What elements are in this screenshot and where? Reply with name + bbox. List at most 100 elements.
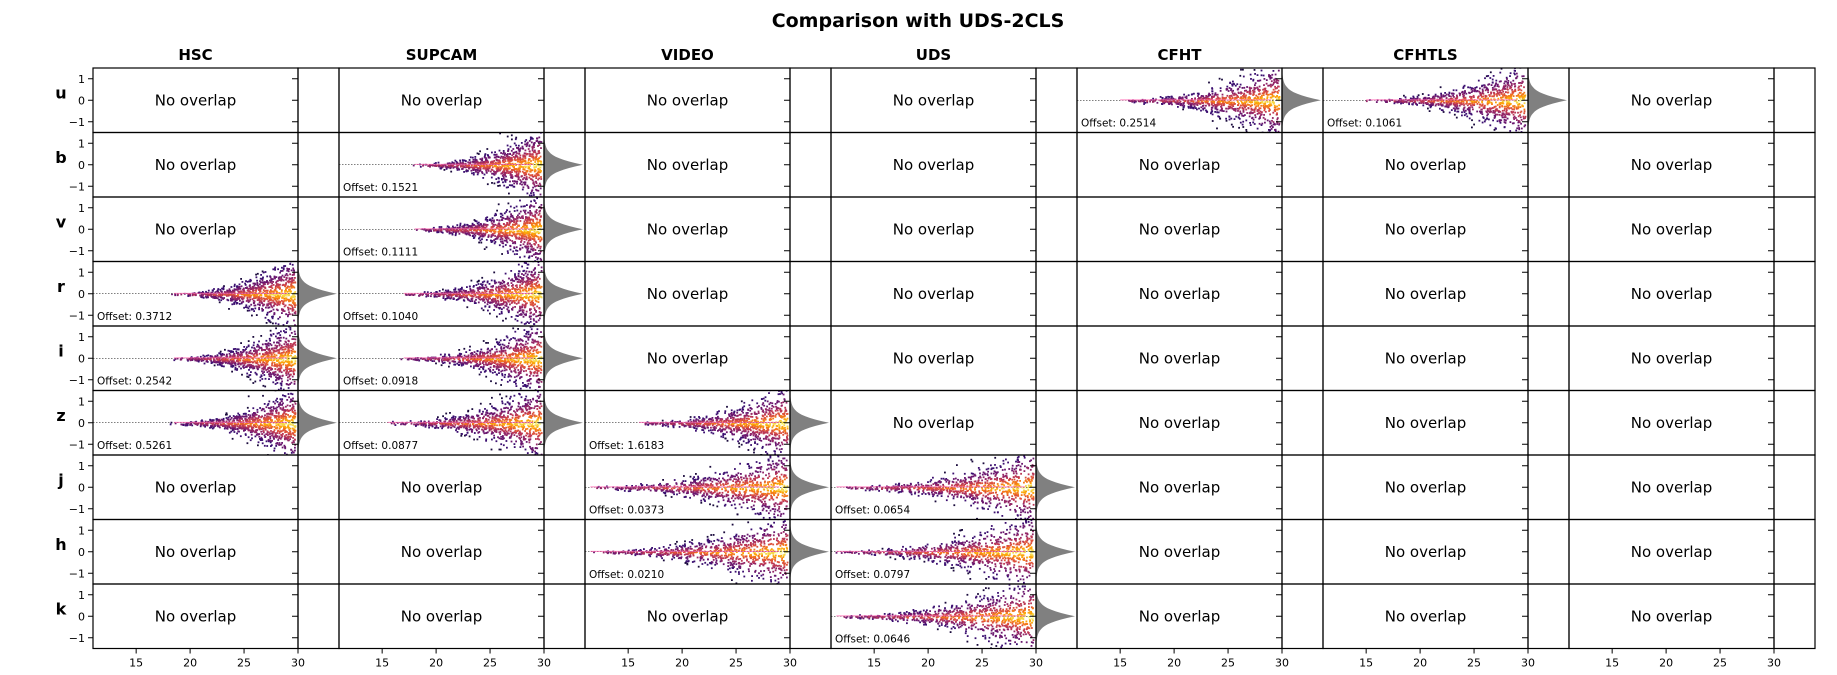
scatter-point: [515, 220, 518, 222]
scatter-point: [1518, 127, 1520, 129]
scatter-point: [1262, 94, 1265, 96]
scatter-point: [1205, 95, 1208, 97]
scatter-point: [540, 164, 543, 167]
scatter-point: [1510, 94, 1513, 96]
scatter-point: [443, 169, 446, 171]
scatter-point: [491, 166, 494, 169]
scatter-point: [283, 299, 286, 302]
y-tick-label: 0: [78, 223, 85, 236]
scatter-point: [508, 219, 511, 222]
scatter-point: [1238, 86, 1241, 88]
scatter-point: [528, 231, 531, 234]
scatter-point: [531, 299, 534, 302]
scatter-point: [1272, 95, 1275, 97]
scatter-point: [516, 156, 519, 159]
scatter-point: [276, 301, 278, 303]
scatter-point: [522, 178, 524, 181]
scatter-point: [489, 229, 492, 232]
scatter-point: [288, 294, 290, 296]
scatter-point: [1522, 117, 1525, 120]
scatter-point: [242, 300, 245, 303]
scatter-point: [283, 297, 286, 300]
scatter-point: [199, 294, 201, 297]
scatter-point: [1412, 101, 1415, 104]
scatter-point: [430, 230, 433, 232]
scatter-point: [477, 221, 480, 224]
scatter-point: [1277, 69, 1280, 72]
scatter-point: [275, 280, 278, 283]
scatter-point: [511, 235, 514, 237]
scatter-point: [1228, 103, 1231, 106]
scatter-point: [540, 204, 543, 206]
scatter-point: [509, 160, 511, 162]
scatter-point: [535, 231, 538, 234]
scatter-point: [537, 168, 540, 170]
scatter-point: [532, 313, 535, 316]
scatter-point: [219, 294, 221, 296]
scatter-point: [526, 232, 528, 235]
scatter-point: [273, 276, 276, 279]
scatter-point: [474, 159, 477, 162]
panel-u-uds: No overlap: [830, 67, 1078, 134]
scatter-point: [1251, 89, 1254, 92]
scatter-point: [1503, 109, 1506, 112]
scatter-point: [249, 286, 252, 289]
scatter-point: [528, 255, 531, 258]
scatter-point: [279, 288, 281, 290]
scatter-point: [512, 156, 515, 158]
scatter-point: [533, 200, 536, 202]
scatter-point: [502, 306, 505, 309]
scatter-point: [1269, 93, 1272, 96]
scatter-point: [1473, 100, 1476, 103]
scatter-point: [1245, 119, 1248, 122]
scatter-point: [1257, 96, 1259, 99]
scatter-point: [1505, 80, 1508, 83]
scatter-point: [539, 224, 542, 227]
scatter-point: [1426, 102, 1429, 104]
scatter-point: [209, 294, 212, 297]
scatter-point: [489, 293, 491, 296]
no-overlap-label: No overlap: [1631, 156, 1713, 174]
scatter-point: [1232, 92, 1234, 95]
scatter-point: [516, 249, 519, 252]
scatter-point: [483, 173, 486, 176]
scatter-point: [477, 226, 480, 229]
scatter-point: [1494, 88, 1496, 91]
scatter-point: [442, 165, 445, 168]
scatter-point: [1434, 95, 1437, 97]
scatter-point: [1425, 102, 1427, 105]
scatter-point: [1170, 102, 1172, 104]
scatter-point: [479, 232, 481, 235]
scatter-point: [510, 279, 512, 282]
scatter-point: [1462, 98, 1465, 101]
scatter-point: [454, 231, 456, 233]
scatter-point: [1187, 105, 1190, 108]
scatter-point: [232, 290, 235, 293]
scatter-point: [507, 160, 510, 162]
scatter-point: [1264, 118, 1267, 121]
scatter-point: [228, 288, 231, 291]
scatter-point: [493, 214, 496, 217]
scatter-point: [284, 294, 287, 296]
scatter-point: [254, 307, 257, 310]
scatter-point: [1238, 106, 1241, 109]
scatter-point: [280, 290, 283, 293]
scatter-point: [453, 293, 456, 296]
scatter-point: [1495, 88, 1498, 91]
scatter-point: [492, 234, 495, 237]
scatter-point: [236, 288, 239, 291]
scatter-point: [531, 219, 534, 221]
scatter-point: [519, 179, 522, 181]
scatter-point: [523, 241, 526, 243]
scatter-point: [513, 233, 516, 235]
scatter-point: [518, 166, 521, 168]
scatter-point: [274, 303, 277, 305]
scatter-point: [1230, 106, 1233, 109]
scatter-point: [523, 222, 525, 225]
scatter-point: [534, 287, 537, 290]
scatter-point: [511, 154, 514, 157]
scatter-point: [272, 322, 274, 325]
scatter-point: [450, 170, 453, 173]
scatter-point: [521, 235, 523, 238]
